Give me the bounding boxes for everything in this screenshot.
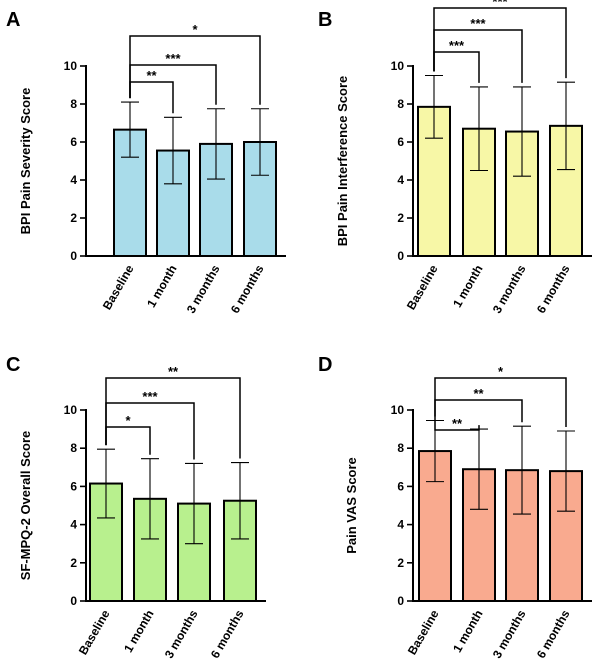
significance-bracket bbox=[434, 399, 523, 423]
x-category-label: 6 months bbox=[534, 607, 573, 660]
significance-label: *** bbox=[449, 38, 465, 53]
x-category-label: Baseline bbox=[100, 262, 137, 312]
significance-label: * bbox=[192, 22, 198, 37]
x-category-label: 6 months bbox=[208, 607, 247, 660]
x-category-label: 1 month bbox=[450, 608, 485, 655]
x-category-label: Baseline bbox=[404, 262, 441, 312]
y-tick-label: 2 bbox=[70, 556, 77, 570]
y-tick-label: 0 bbox=[397, 594, 404, 608]
significance-bracket bbox=[434, 416, 480, 431]
y-axis-label: SF-MPQ-2 Overall Score bbox=[18, 431, 33, 581]
significance-bracket bbox=[433, 7, 567, 79]
y-tick-label: 10 bbox=[391, 403, 405, 417]
y-tick-label: 6 bbox=[70, 479, 77, 493]
y-tick-label: 0 bbox=[70, 249, 77, 263]
y-axis-label: BPI Pain Interference Score bbox=[335, 76, 350, 247]
y-tick-label: 2 bbox=[397, 556, 404, 570]
x-category-label: 3 months bbox=[162, 607, 201, 660]
panel-letter: A bbox=[6, 9, 20, 31]
significance-bracket bbox=[434, 377, 567, 428]
panel-letter: D bbox=[318, 354, 332, 376]
panel-d: D Pain VAS Score 0 2 4 6 8 10 Baseline 1 month 3 m… bbox=[318, 354, 592, 661]
x-category-label: 3 months bbox=[490, 262, 529, 315]
significance-label: *** bbox=[142, 389, 158, 404]
significance-label: ** bbox=[168, 364, 179, 379]
y-tick-label: 10 bbox=[391, 59, 405, 73]
y-tick-label: 2 bbox=[397, 211, 404, 225]
panel-letter: B bbox=[318, 9, 332, 31]
significance-bracket bbox=[129, 35, 261, 105]
y-tick-label: 8 bbox=[70, 441, 77, 455]
y-tick-label: 2 bbox=[70, 211, 77, 225]
y-tick-label: 6 bbox=[70, 135, 77, 149]
y-tick-label: 4 bbox=[70, 518, 77, 532]
y-tick-label: 8 bbox=[70, 97, 77, 111]
x-category-label: 3 months bbox=[184, 262, 223, 315]
x-category-label: 3 months bbox=[490, 607, 529, 660]
y-tick-label: 0 bbox=[397, 249, 404, 263]
y-axis-label: Pain VAS Score bbox=[344, 457, 359, 554]
x-category-label: 1 month bbox=[450, 263, 485, 310]
significance-label: ** bbox=[473, 386, 484, 401]
significance-bracket bbox=[433, 51, 480, 83]
significance-label: *** bbox=[165, 51, 181, 66]
panel-b: B BPI Pain Interference Score 0 2 4 6 8 10 Basel… bbox=[318, 0, 592, 316]
significance-label: *** bbox=[470, 16, 486, 31]
significance-label: * bbox=[498, 364, 504, 379]
y-tick-label: 4 bbox=[397, 173, 404, 187]
x-category-label: 1 month bbox=[121, 608, 156, 655]
significance-label: * bbox=[125, 413, 131, 428]
x-category-label: 6 months bbox=[534, 262, 573, 315]
x-category-label: Baseline bbox=[76, 607, 113, 657]
y-tick-label: 8 bbox=[397, 441, 404, 455]
x-category-label: 1 month bbox=[144, 263, 179, 310]
significance-label: ** bbox=[452, 416, 463, 431]
y-tick-label: 10 bbox=[64, 59, 78, 73]
panel-a: A BPI Pain Severity Score 0 2 4 6 8 10 Baseline 1… bbox=[6, 9, 286, 316]
significance-label: ** bbox=[146, 68, 157, 83]
x-category-label: 6 months bbox=[228, 262, 267, 315]
panel-letter: C bbox=[6, 354, 20, 376]
significance-bracket bbox=[105, 377, 241, 459]
y-tick-label: 10 bbox=[64, 403, 78, 417]
y-tick-label: 6 bbox=[397, 479, 404, 493]
y-tick-label: 4 bbox=[70, 173, 77, 187]
y-tick-label: 8 bbox=[397, 97, 404, 111]
panel-c: C SF-MPQ-2 Overall Score 0 2 4 6 8 10 Baseline 1 … bbox=[6, 354, 266, 661]
significance-label: *** bbox=[492, 0, 508, 9]
y-axis-label: BPI Pain Severity Score bbox=[18, 88, 33, 235]
x-category-label: Baseline bbox=[405, 607, 442, 657]
significance-bracket bbox=[433, 29, 523, 83]
y-tick-label: 6 bbox=[397, 135, 404, 149]
y-tick-label: 4 bbox=[397, 518, 404, 532]
significance-bracket bbox=[129, 81, 174, 114]
significance-bracket bbox=[105, 426, 151, 455]
y-tick-label: 0 bbox=[70, 594, 77, 608]
